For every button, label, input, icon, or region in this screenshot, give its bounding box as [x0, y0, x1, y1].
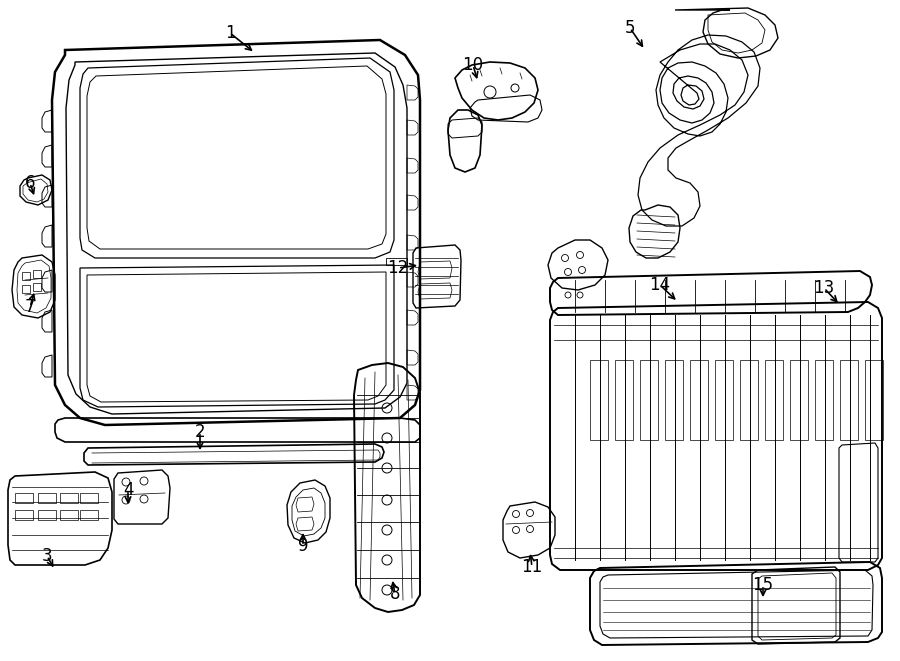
Text: 5: 5	[625, 19, 635, 37]
Text: 10: 10	[463, 56, 483, 74]
Text: 3: 3	[41, 547, 52, 565]
Text: 11: 11	[521, 558, 543, 576]
Text: 12: 12	[387, 259, 409, 277]
Text: 13: 13	[814, 279, 834, 297]
Text: 7: 7	[25, 298, 35, 316]
Text: 4: 4	[122, 481, 133, 499]
Text: 15: 15	[752, 576, 774, 594]
Text: 8: 8	[390, 585, 400, 603]
Text: 6: 6	[25, 174, 35, 192]
Text: 1: 1	[225, 24, 235, 42]
Text: 9: 9	[298, 537, 308, 555]
Text: 14: 14	[650, 276, 670, 294]
Text: 2: 2	[194, 423, 205, 441]
